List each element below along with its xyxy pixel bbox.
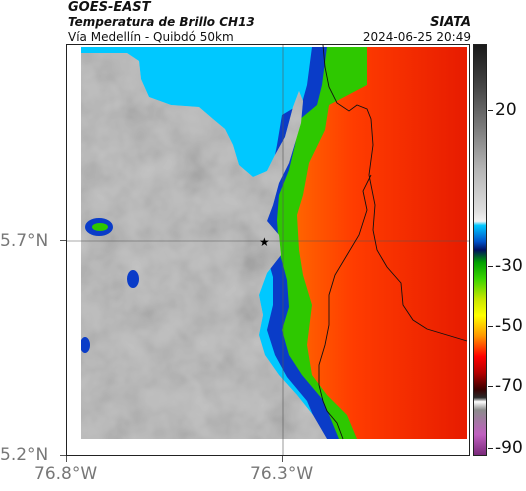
colorbar-tick: [488, 448, 493, 449]
cloud-gap-3: [80, 337, 90, 353]
cloud-gap-2: [127, 270, 139, 288]
timestamp: 2024-06-25 20:49: [362, 30, 471, 44]
colorbar-label: 20: [495, 100, 517, 120]
colorbar-label: -90: [495, 438, 523, 458]
x-axis-tick: [66, 456, 67, 462]
product-title: Temperatura de Brillo CH13: [68, 15, 255, 29]
x-axis-label: 76.8°W: [34, 464, 98, 484]
colorbar-label: -50: [495, 316, 523, 336]
y-axis-tick: [60, 455, 66, 456]
header-right: SIATA 2024-06-25 20:49: [363, 0, 471, 45]
satellite-map[interactable]: ★: [66, 44, 470, 456]
y-axis-tick: [60, 240, 66, 241]
colorbar-tick: [488, 326, 493, 327]
colorbar-tick: [488, 386, 493, 387]
x-axis-tick: [282, 456, 283, 462]
colorbar-label: -70: [495, 376, 523, 396]
map-canvas: ★: [67, 45, 469, 455]
city-marker-star-icon[interactable]: ★: [259, 235, 270, 249]
cold-cloud: [81, 53, 327, 439]
satellite-name: GOES-EAST: [68, 0, 151, 15]
header-left: GOES-EAST Temperatura de Brillo CH13 Vía…: [68, 0, 255, 45]
y-axis-label: 5.2°N: [0, 445, 49, 465]
colorbar: [473, 44, 487, 456]
region-subtitle: Vía Medellín - Quibdó 50km: [68, 30, 234, 44]
source-brand: SIATA: [430, 15, 471, 30]
y-axis-label: 5.7°N: [0, 231, 49, 251]
x-axis-label: 76.3°W: [250, 464, 314, 484]
boundary-line: [318, 45, 468, 440]
colorbar-label: -30: [495, 256, 523, 276]
cloud-gap-inner: [92, 223, 108, 231]
colorbar-tick: [488, 110, 493, 111]
colorbar-tick: [488, 266, 493, 267]
